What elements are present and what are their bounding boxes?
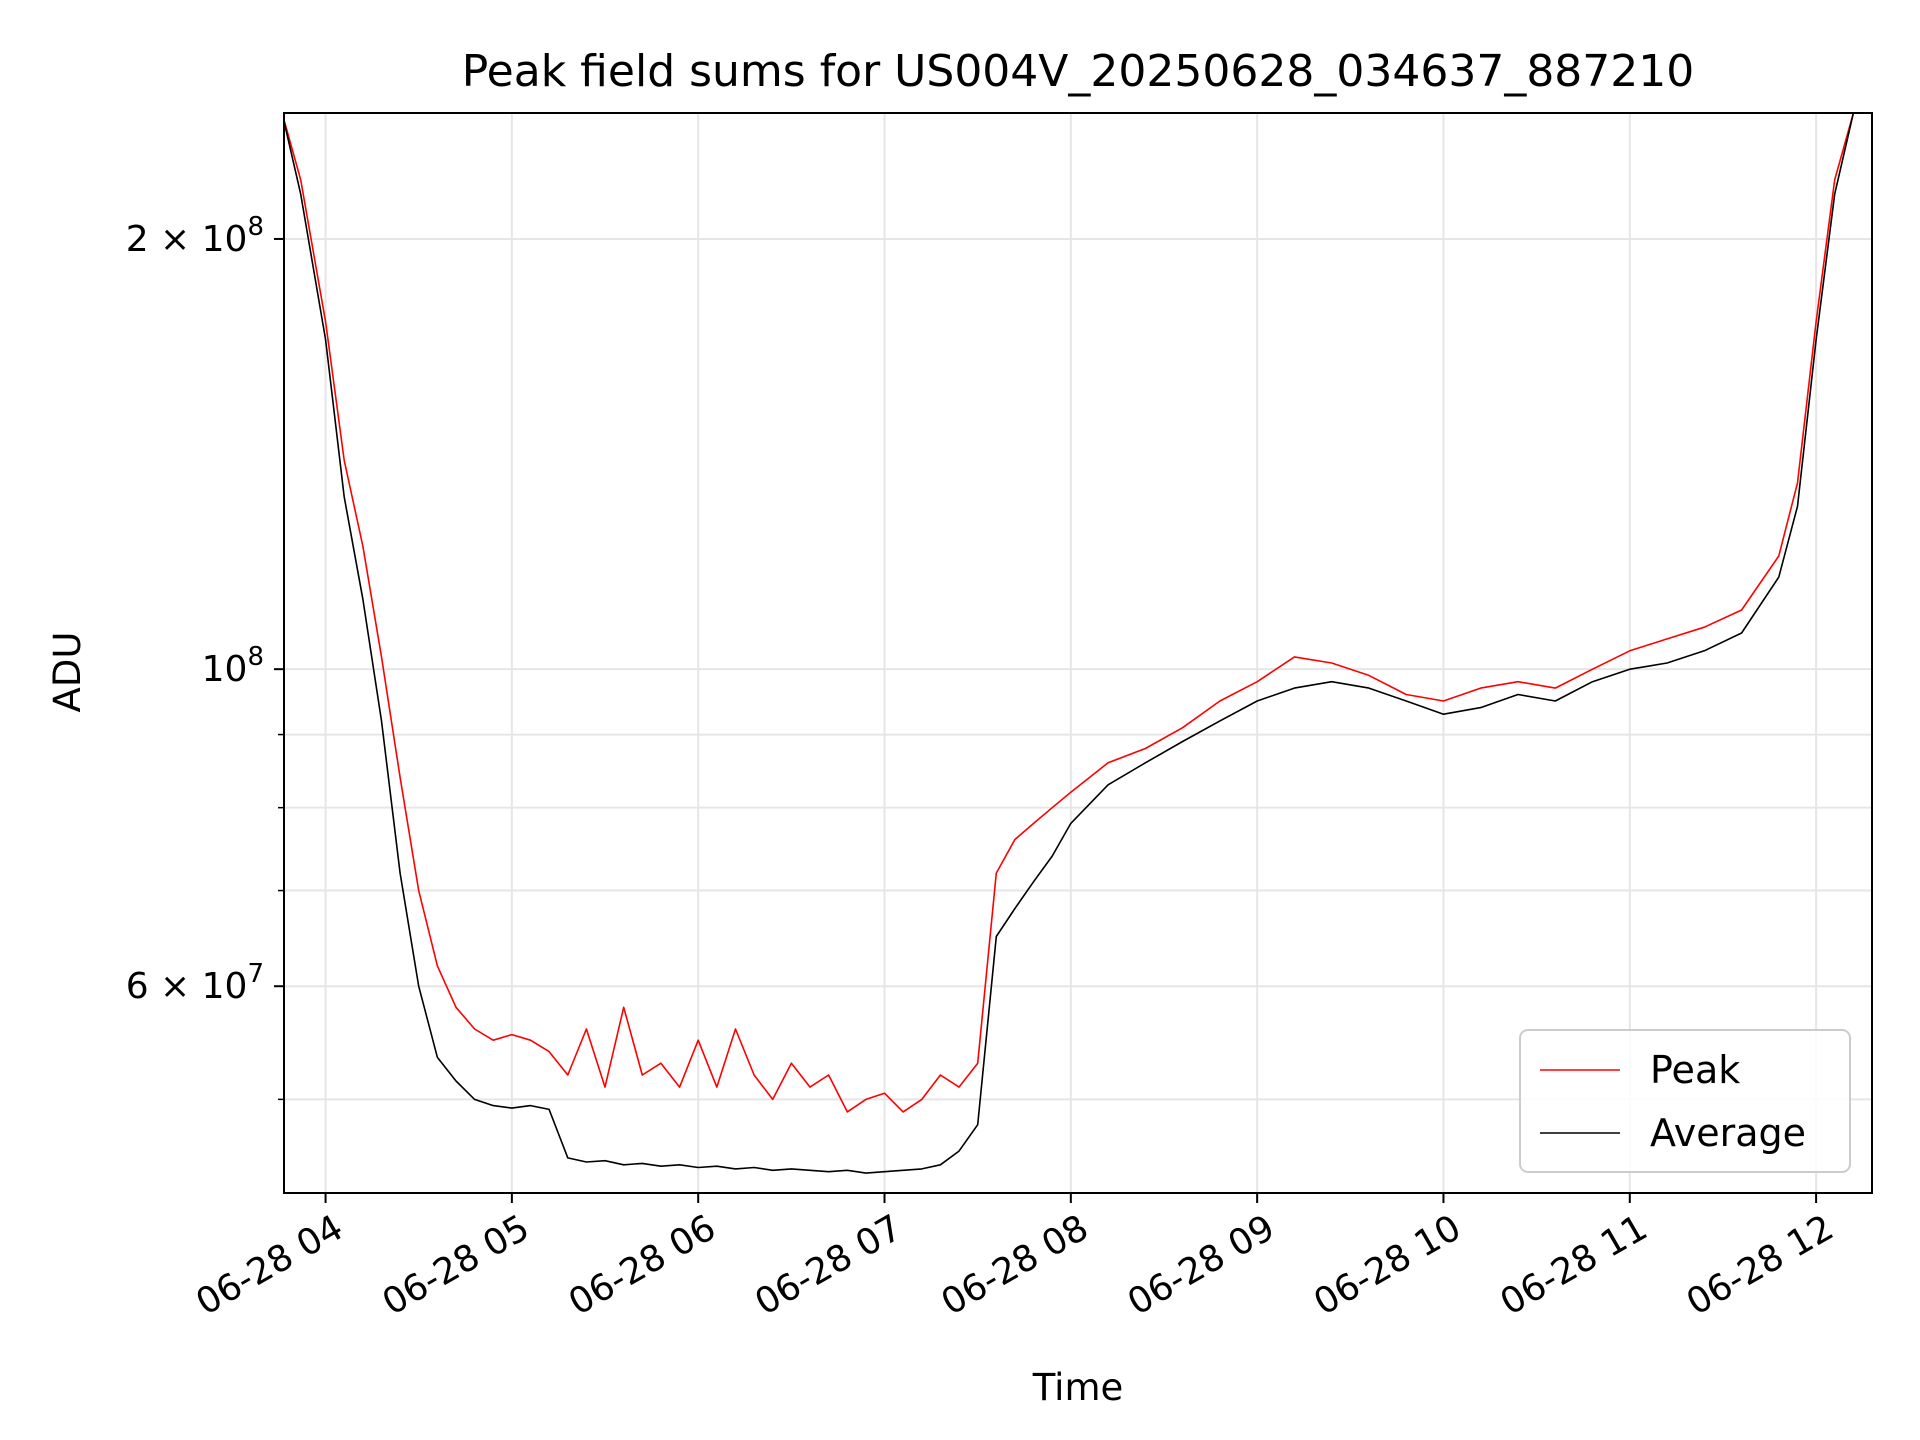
y-axis-title: ADU <box>46 632 89 713</box>
y-tick-label: 108 <box>202 642 264 690</box>
series-layer <box>284 113 1866 1174</box>
series-line-average <box>284 113 1866 1174</box>
legend-label-average: Average <box>1650 1111 1806 1155</box>
y-tick-label: 6 × 107 <box>126 959 264 1007</box>
legend: Peak Average <box>1519 1029 1851 1173</box>
x-axis-title: Time <box>1032 1366 1124 1409</box>
series-line-peak <box>284 113 1866 1113</box>
legend-box <box>1519 1029 1851 1173</box>
grid-layer <box>284 113 1872 1193</box>
plot-frame <box>283 112 1873 1194</box>
chart-title: Peak field sums for US004V_20250628_0346… <box>462 46 1695 97</box>
legend-label-peak: Peak <box>1650 1048 1740 1092</box>
y-tick-label: 2 × 108 <box>126 212 264 260</box>
